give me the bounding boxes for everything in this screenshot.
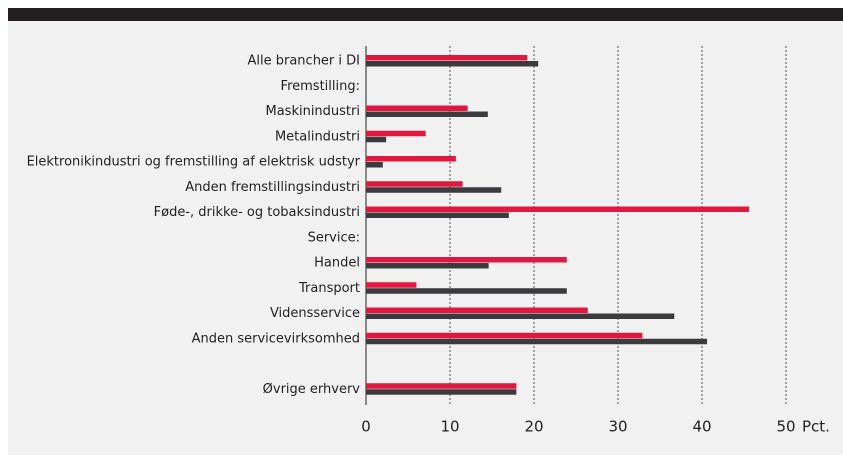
bar: [366, 136, 387, 143]
x-tick-label: 0: [361, 418, 371, 436]
y-tick-label: Føde-, drikke- og tobaksindustri: [154, 205, 360, 220]
header-bar: [8, 8, 843, 21]
x-axis-label: Pct.: [802, 418, 830, 436]
bar: [366, 282, 417, 288]
x-tick-label: 50: [776, 418, 795, 436]
bar: [366, 307, 588, 313]
y-tick-label: Maskinindustri: [265, 104, 360, 119]
bar: [366, 389, 517, 395]
y-tick-label: Service:: [308, 230, 360, 245]
bar: [366, 332, 643, 339]
bar: [366, 338, 708, 345]
bar: [366, 162, 383, 168]
y-tick-label: Vidensservice: [270, 306, 360, 321]
y-tick-label: Fremstilling:: [281, 79, 360, 94]
x-tick-label: 40: [692, 418, 711, 436]
bar: [366, 206, 750, 212]
bar: [366, 288, 567, 294]
y-tick-label: Alle brancher i DI: [248, 54, 361, 69]
x-tick-label: 20: [524, 418, 543, 436]
y-tick-label: Anden servicevirksomhed: [192, 331, 360, 346]
bar: [366, 263, 489, 269]
x-tick-label: 10: [440, 418, 459, 436]
bar: [366, 105, 468, 111]
y-tick-label: Transport: [298, 281, 360, 296]
bar: [366, 61, 539, 67]
y-tick-label: Anden fremstillingsindustri: [185, 180, 360, 195]
bar: [366, 212, 509, 218]
panel: [8, 8, 843, 455]
bar: [366, 313, 675, 319]
bar: [366, 187, 502, 193]
x-tick-label: 30: [608, 418, 627, 436]
y-tick-label: Handel: [314, 256, 360, 271]
bar: [366, 383, 517, 389]
bar: [366, 156, 456, 162]
bar: [366, 181, 463, 187]
bar: [366, 257, 567, 263]
bar: [366, 130, 426, 137]
y-tick-label: Øvrige erhverv: [263, 382, 361, 397]
bar: [366, 111, 488, 117]
y-tick-label: Elektronikindustri og fremstilling af el…: [27, 155, 361, 170]
bar: [366, 55, 528, 61]
y-tick-label: Metalindustri: [275, 129, 360, 144]
